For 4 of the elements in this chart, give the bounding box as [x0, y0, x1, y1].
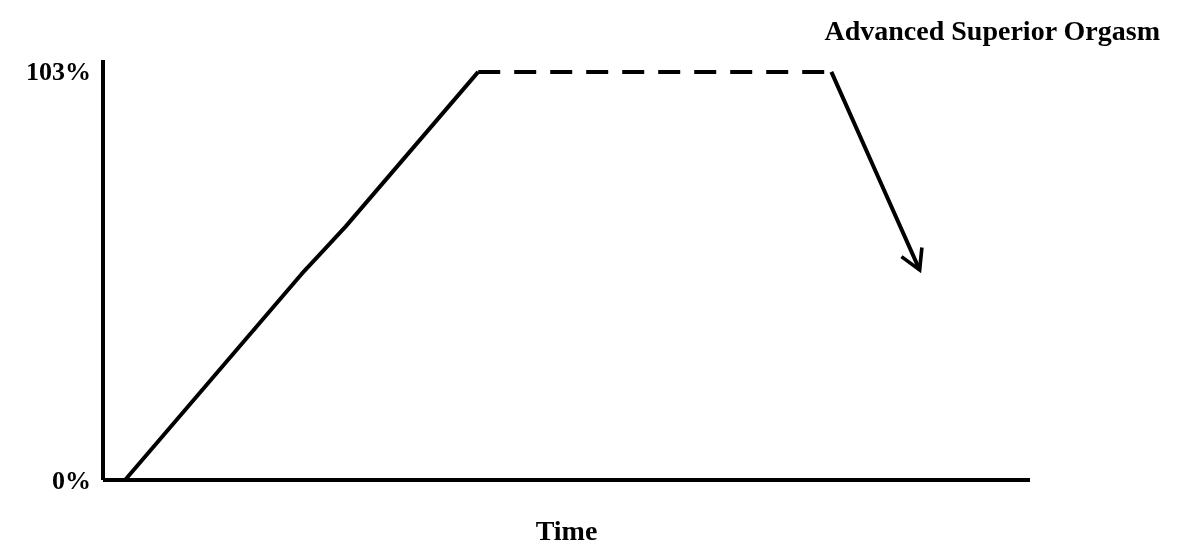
y-tick-label: 0% — [52, 465, 91, 495]
chart-title: Advanced Superior Orgasm — [824, 15, 1160, 46]
x-axis-title: Time — [535, 515, 598, 546]
y-tick-label: 103% — [26, 57, 91, 87]
